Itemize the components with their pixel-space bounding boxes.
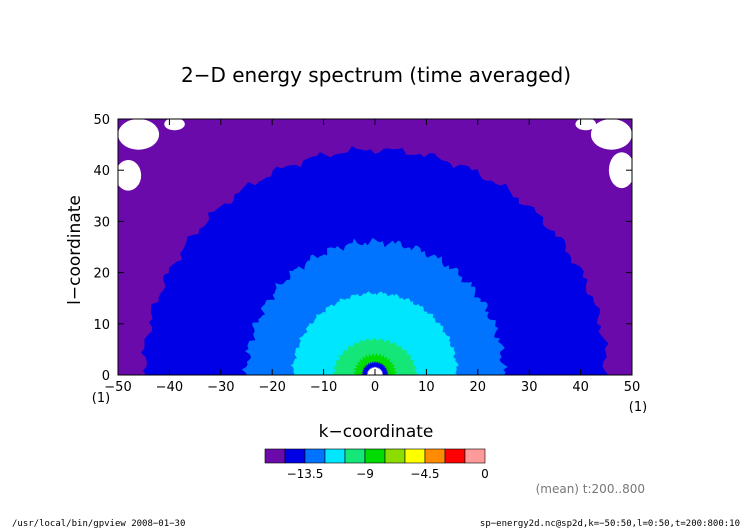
- y-tick-label: 50: [93, 113, 110, 128]
- x-axis-label: k−coordinate: [319, 422, 434, 442]
- x-axis-unit-right: (1): [629, 400, 647, 415]
- time-range-annotation: (mean) t:200..800: [536, 482, 645, 496]
- footer-left: /usr/local/bin/gpview 2008−01−30: [12, 519, 185, 529]
- x-tick-label: −50: [104, 380, 131, 395]
- colorbar-swatch: [304, 448, 326, 464]
- x-tick-label: 40: [572, 380, 589, 395]
- missing-data-patch: [575, 119, 597, 131]
- x-tick-label: −20: [258, 380, 285, 395]
- chart-title: 2−D energy spectrum (time averaged): [181, 63, 571, 87]
- colorbar-swatch: [324, 448, 346, 464]
- x-tick-label: 0: [371, 380, 379, 395]
- x-tick-label: 50: [624, 380, 641, 395]
- plot-area: [117, 118, 633, 376]
- x-axis-unit-left: (1): [92, 391, 110, 406]
- x-tick-label: 20: [470, 380, 487, 395]
- colorbar-swatch: [424, 448, 446, 464]
- missing-data-patch: [164, 119, 185, 131]
- colorbar-labels: −13.5 −9 −4.5 0: [287, 467, 489, 481]
- contour-region-cyan: [290, 291, 459, 375]
- colorbar-swatch: [264, 448, 286, 464]
- colorbar-swatch: [344, 448, 366, 464]
- contour-layer: [118, 119, 632, 375]
- colorbar-swatch: [404, 448, 426, 464]
- x-axis-ticks: −50 −40 −30 −20 −10 0 10 20 30 40 50: [104, 119, 640, 395]
- footer-right: sp−energy2d.nc@sp2d,k=−50:50,l=0:50,t=20…: [480, 519, 740, 529]
- x-tick-label: 30: [521, 380, 538, 395]
- colorbar-swatch: [444, 448, 466, 464]
- missing-data-patch: [590, 119, 632, 150]
- y-tick-label: 30: [93, 215, 110, 230]
- colorbar-label: −9: [356, 467, 374, 481]
- x-tick-label: −10: [310, 380, 337, 395]
- colorbar-label: −13.5: [287, 467, 324, 481]
- colorbar-label: 0: [481, 467, 489, 481]
- missing-data-patch: [118, 159, 142, 191]
- x-tick-label: −40: [156, 380, 183, 395]
- colorbar: [264, 448, 486, 464]
- x-tick-label: −30: [207, 380, 234, 395]
- y-tick-label: 10: [93, 318, 110, 333]
- y-axis-ticks: 0 10 20 30 40 50: [93, 113, 632, 384]
- x-tick-label: 10: [418, 380, 435, 395]
- y-axis-label: l−coordinate: [65, 195, 85, 305]
- y-tick-label: 40: [93, 164, 110, 179]
- missing-data-patch: [118, 119, 160, 150]
- y-tick-label: 20: [93, 267, 110, 282]
- colorbar-swatch: [284, 448, 306, 464]
- colorbar-swatch: [464, 448, 486, 464]
- missing-data-patch: [608, 152, 632, 189]
- colorbar-label: −4.5: [410, 467, 439, 481]
- colorbar-swatch: [364, 448, 386, 464]
- colorbar-swatch: [384, 448, 406, 464]
- y-tick-label: 0: [102, 369, 110, 384]
